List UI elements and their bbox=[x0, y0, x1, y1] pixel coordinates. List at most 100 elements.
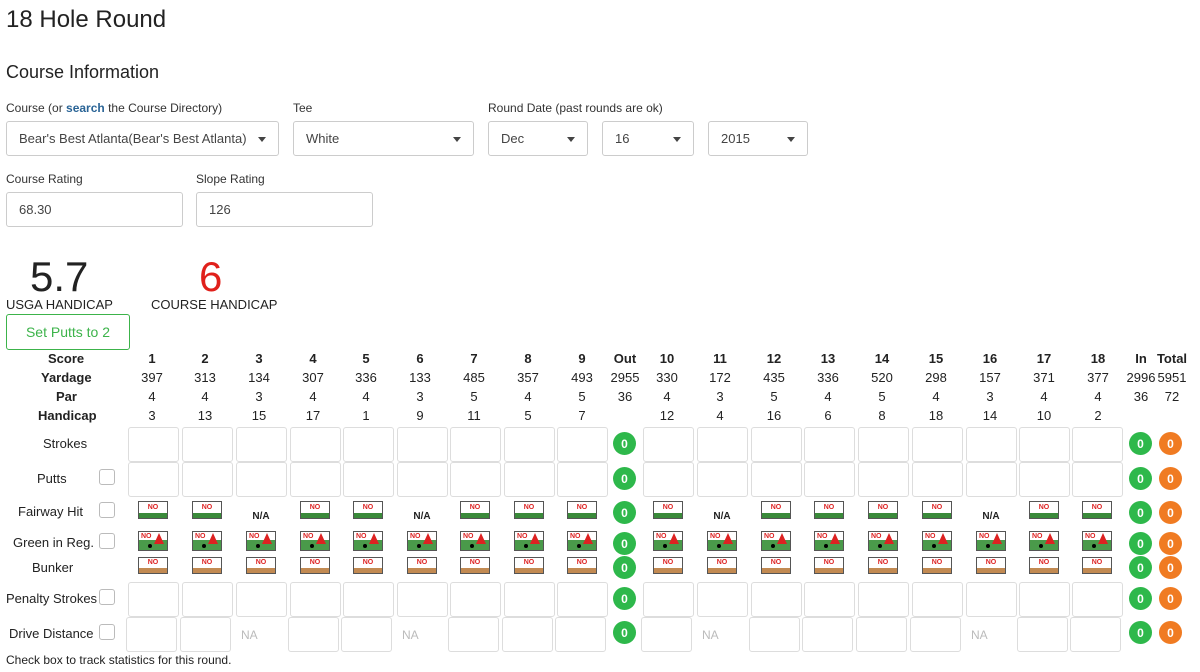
bunker-toggle-hole-7[interactable]: NO bbox=[460, 557, 490, 574]
gir-toggle-hole-1[interactable]: NO bbox=[138, 531, 168, 551]
gir-toggle-hole-14[interactable]: NO bbox=[868, 531, 898, 551]
bunker-toggle-hole-8[interactable]: NO bbox=[514, 557, 544, 574]
drive-distance-input-hole-4[interactable] bbox=[288, 617, 339, 652]
bunker-toggle-hole-11[interactable]: NO bbox=[707, 557, 737, 574]
strokes-input-hole-1[interactable] bbox=[128, 427, 179, 462]
gir-toggle-hole-9[interactable]: NO bbox=[567, 531, 597, 551]
strokes-input-hole-12[interactable] bbox=[751, 427, 802, 462]
fairway-toggle-hole-9[interactable]: NO bbox=[567, 501, 597, 519]
bunker-toggle-hole-17[interactable]: NO bbox=[1029, 557, 1059, 574]
track-gir-checkbox[interactable] bbox=[99, 532, 115, 549]
strokes-input-hole-5[interactable] bbox=[343, 427, 394, 462]
bunker-toggle-hole-18[interactable]: NO bbox=[1082, 557, 1112, 574]
strokes-input-hole-14[interactable] bbox=[858, 427, 909, 462]
penalty-input-hole-10[interactable] bbox=[643, 582, 694, 617]
fairway-toggle-hole-5[interactable]: NO bbox=[353, 501, 383, 519]
putts-input-hole-13[interactable] bbox=[804, 462, 855, 497]
bunker-toggle-hole-5[interactable]: NO bbox=[353, 557, 383, 574]
putts-input-hole-18[interactable] bbox=[1072, 462, 1123, 497]
penalty-input-hole-1[interactable] bbox=[128, 582, 179, 617]
fairway-toggle-hole-12[interactable]: NO bbox=[761, 501, 791, 519]
penalty-input-hole-16[interactable] bbox=[966, 582, 1017, 617]
gir-toggle-hole-10[interactable]: NO bbox=[653, 531, 683, 551]
gir-toggle-hole-2[interactable]: NO bbox=[192, 531, 222, 551]
drive-distance-input-hole-1[interactable] bbox=[126, 617, 177, 652]
fairway-toggle-hole-10[interactable]: NO bbox=[653, 501, 683, 519]
track-fairway-checkbox[interactable] bbox=[99, 502, 115, 518]
drive-distance-input-hole-12[interactable] bbox=[749, 617, 800, 652]
bunker-toggle-hole-13[interactable]: NO bbox=[814, 557, 844, 574]
penalty-input-hole-2[interactable] bbox=[182, 582, 233, 617]
day-select[interactable]: 16 bbox=[602, 121, 694, 156]
strokes-input-hole-18[interactable] bbox=[1072, 427, 1123, 462]
bunker-toggle-hole-3[interactable]: NO bbox=[246, 557, 276, 574]
gir-toggle-hole-11[interactable]: NO bbox=[707, 531, 737, 551]
gir-toggle-hole-17[interactable]: NO bbox=[1029, 531, 1059, 551]
search-link[interactable]: search bbox=[66, 101, 105, 115]
gir-toggle-hole-16[interactable]: NO bbox=[976, 531, 1006, 551]
month-select[interactable]: Dec bbox=[488, 121, 588, 156]
bunker-toggle-hole-6[interactable]: NO bbox=[407, 557, 437, 574]
drive-distance-input-hole-8[interactable] bbox=[502, 617, 553, 652]
gir-toggle-hole-8[interactable]: NO bbox=[514, 531, 544, 551]
gir-toggle-hole-5[interactable]: NO bbox=[353, 531, 383, 551]
strokes-input-hole-17[interactable] bbox=[1019, 427, 1070, 462]
gir-toggle-hole-3[interactable]: NO bbox=[246, 531, 276, 551]
strokes-input-hole-10[interactable] bbox=[643, 427, 694, 462]
putts-input-hole-16[interactable] bbox=[966, 462, 1017, 497]
penalty-input-hole-3[interactable] bbox=[236, 582, 287, 617]
set-putts-button[interactable]: Set Putts to 2 bbox=[6, 314, 130, 350]
penalty-input-hole-15[interactable] bbox=[912, 582, 963, 617]
penalty-input-hole-18[interactable] bbox=[1072, 582, 1123, 617]
strokes-input-hole-3[interactable] bbox=[236, 427, 287, 462]
bunker-toggle-hole-12[interactable]: NO bbox=[761, 557, 791, 574]
putts-input-hole-5[interactable] bbox=[343, 462, 394, 497]
course-select[interactable]: Bear's Best Atlanta(Bear's Best Atlanta) bbox=[6, 121, 279, 156]
fairway-toggle-hole-13[interactable]: NO bbox=[814, 501, 844, 519]
track-putts-checkbox[interactable] bbox=[99, 468, 115, 485]
putts-input-hole-10[interactable] bbox=[643, 462, 694, 497]
bunker-toggle-hole-14[interactable]: NO bbox=[868, 557, 898, 574]
strokes-input-hole-8[interactable] bbox=[504, 427, 555, 462]
bunker-toggle-hole-16[interactable]: NO bbox=[976, 557, 1006, 574]
strokes-input-hole-16[interactable] bbox=[966, 427, 1017, 462]
fairway-toggle-hole-4[interactable]: NO bbox=[300, 501, 330, 519]
bunker-toggle-hole-4[interactable]: NO bbox=[300, 557, 330, 574]
bunker-toggle-hole-15[interactable]: NO bbox=[922, 557, 952, 574]
penalty-input-hole-13[interactable] bbox=[804, 582, 855, 617]
drive-distance-input-hole-7[interactable] bbox=[448, 617, 499, 652]
putts-input-hole-15[interactable] bbox=[912, 462, 963, 497]
strokes-input-hole-9[interactable] bbox=[557, 427, 608, 462]
track-drive-checkbox[interactable] bbox=[99, 623, 115, 640]
bunker-toggle-hole-2[interactable]: NO bbox=[192, 557, 222, 574]
penalty-input-hole-4[interactable] bbox=[290, 582, 341, 617]
strokes-input-hole-4[interactable] bbox=[290, 427, 341, 462]
drive-distance-input-hole-18[interactable] bbox=[1070, 617, 1121, 652]
putts-input-hole-1[interactable] bbox=[128, 462, 179, 497]
penalty-input-hole-5[interactable] bbox=[343, 582, 394, 617]
strokes-input-hole-11[interactable] bbox=[697, 427, 748, 462]
penalty-input-hole-12[interactable] bbox=[751, 582, 802, 617]
fairway-toggle-hole-7[interactable]: NO bbox=[460, 501, 490, 519]
gir-toggle-hole-12[interactable]: NO bbox=[761, 531, 791, 551]
drive-distance-input-hole-10[interactable] bbox=[641, 617, 692, 652]
drive-distance-input-hole-15[interactable] bbox=[910, 617, 961, 652]
putts-input-hole-17[interactable] bbox=[1019, 462, 1070, 497]
tee-select[interactable]: White bbox=[293, 121, 474, 156]
strokes-input-hole-6[interactable] bbox=[397, 427, 448, 462]
fairway-toggle-hole-14[interactable]: NO bbox=[868, 501, 898, 519]
penalty-input-hole-9[interactable] bbox=[557, 582, 608, 617]
gir-toggle-hole-7[interactable]: NO bbox=[460, 531, 490, 551]
gir-toggle-hole-15[interactable]: NO bbox=[922, 531, 952, 551]
fairway-toggle-hole-15[interactable]: NO bbox=[922, 501, 952, 519]
strokes-input-hole-2[interactable] bbox=[182, 427, 233, 462]
fairway-toggle-hole-2[interactable]: NO bbox=[192, 501, 222, 519]
bunker-toggle-hole-1[interactable]: NO bbox=[138, 557, 168, 574]
putts-input-hole-14[interactable] bbox=[858, 462, 909, 497]
drive-distance-input-hole-17[interactable] bbox=[1017, 617, 1068, 652]
bunker-toggle-hole-10[interactable]: NO bbox=[653, 557, 683, 574]
fairway-toggle-hole-8[interactable]: NO bbox=[514, 501, 544, 519]
penalty-input-hole-7[interactable] bbox=[450, 582, 501, 617]
gir-toggle-hole-13[interactable]: NO bbox=[814, 531, 844, 551]
year-select[interactable]: 2015 bbox=[708, 121, 808, 156]
